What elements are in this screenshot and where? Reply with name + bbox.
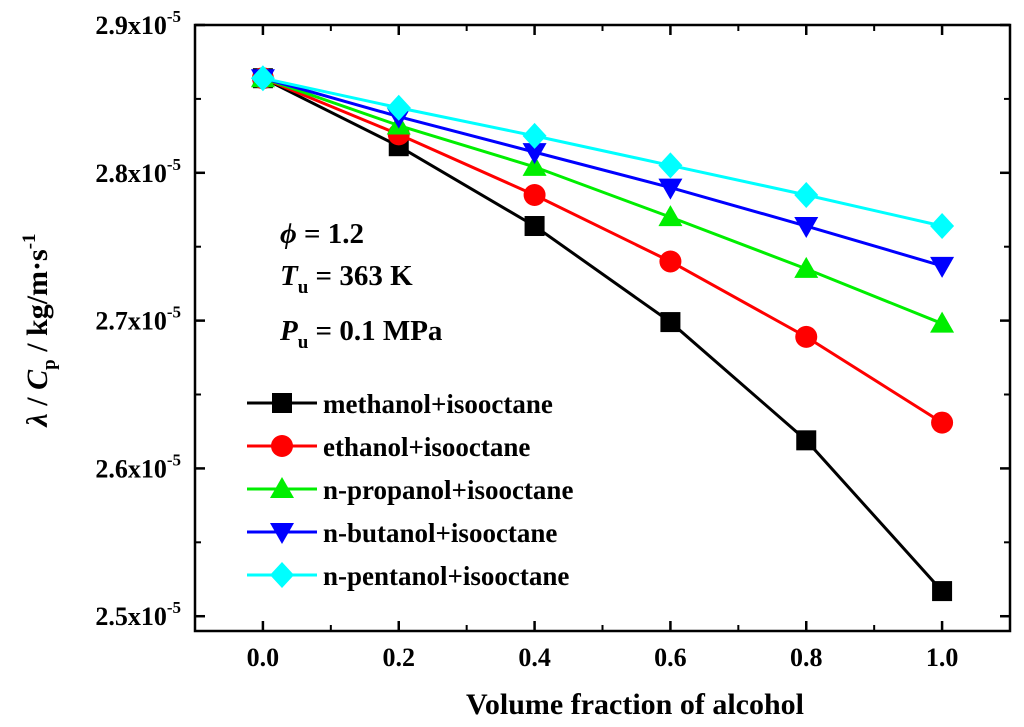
series-line [262, 76, 943, 325]
legend: methanol+isooctane ethanol+isooctane n-pro… [247, 389, 573, 591]
data-point [930, 311, 955, 333]
legend-entry: ethanol+isooctane [247, 432, 530, 462]
legend-marker [270, 477, 294, 498]
y-tick-label: 2.5x10-5 [95, 598, 181, 631]
series-line [262, 76, 943, 268]
legend-label: methanol+isooctane [323, 389, 553, 419]
legend-marker [270, 523, 294, 544]
data-point [794, 256, 819, 278]
series-diamond [250, 65, 955, 240]
legend-entry: n-pentanol+isooctane [247, 561, 569, 591]
y-axis-lambda: λ [21, 413, 54, 428]
x-tick-label: 0.2 [383, 643, 416, 672]
x-tick-labels: 0.0 0.2 0.4 0.6 0.8 1.0 [247, 643, 959, 672]
data-point [250, 65, 275, 92]
data-point [796, 430, 817, 451]
annotation-tu: Tu = 363 K [280, 260, 413, 298]
legend-entry: n-butanol+isooctane [247, 518, 557, 548]
y-axis-cp: C [21, 369, 54, 390]
data-point [522, 143, 547, 165]
x-tick-label: 0.6 [654, 643, 687, 672]
x-axis-title: Volume fraction of alcohol [466, 688, 804, 721]
data-point [658, 178, 683, 200]
y-axis-unit: / kg/m·s [21, 249, 54, 359]
data-point [930, 256, 955, 278]
data-point [794, 181, 819, 208]
data-point [658, 152, 683, 179]
legend-entry: n-propanol+isooctane [247, 475, 573, 505]
data-point [523, 183, 546, 206]
legend-marker [271, 435, 293, 457]
legend-marker [272, 393, 292, 413]
x-tick-label: 0.0 [247, 643, 280, 672]
series-line [262, 76, 943, 228]
data-point [794, 217, 819, 239]
data-point [524, 216, 545, 237]
y-tick-labels: 2.5x10-5 2.6x10-5 2.7x10-5 2.8x10-5 2.9x10-5 [95, 7, 181, 631]
data-point [930, 213, 955, 240]
data-point [931, 411, 954, 434]
axis-ticks [194, 23, 1011, 631]
legend-entry: methanol+isooctane [247, 389, 553, 419]
series-line [262, 76, 943, 424]
data-point [522, 122, 547, 149]
data-point [660, 312, 681, 333]
legend-label: ethanol+isooctane [323, 432, 530, 462]
legend-label: n-butanol+isooctane [323, 518, 557, 548]
y-tick-label: 2.7x10-5 [95, 303, 181, 336]
y-axis-cp-sub: p [39, 359, 60, 370]
y-tick-label: 2.6x10-5 [95, 450, 181, 483]
series-circle [251, 67, 954, 434]
data-point [658, 205, 683, 227]
series-layer [250, 65, 955, 602]
y-axis-unit-sup: -1 [19, 233, 40, 249]
series-line [262, 76, 944, 593]
data-point [386, 94, 411, 121]
y-axis-slash: / [21, 390, 54, 413]
conditions-annotation: ϕ = 1.2 Tu = 363 K Pu = 0.1 MPa [279, 218, 443, 353]
x-tick-label: 1.0 [926, 643, 959, 672]
y-tick-label: 2.8x10-5 [95, 155, 181, 188]
data-point [659, 250, 682, 273]
legend-marker [270, 562, 294, 588]
data-point [795, 325, 818, 348]
y-axis-title: λ / Cp / kg/m·s-1 [19, 233, 60, 428]
x-tick-label: 0.4 [518, 643, 551, 672]
y-tick-label: 2.9x10-5 [95, 7, 181, 40]
legend-label: n-pentanol+isooctane [323, 561, 569, 591]
data-point [522, 154, 547, 176]
annotation-pu: Pu = 0.1 MPa [279, 315, 443, 353]
x-tick-label: 0.8 [790, 643, 823, 672]
annotation-phi: ϕ = 1.2 [280, 218, 364, 250]
data-point [932, 581, 953, 602]
legend-label: n-propanol+isooctane [323, 475, 573, 505]
